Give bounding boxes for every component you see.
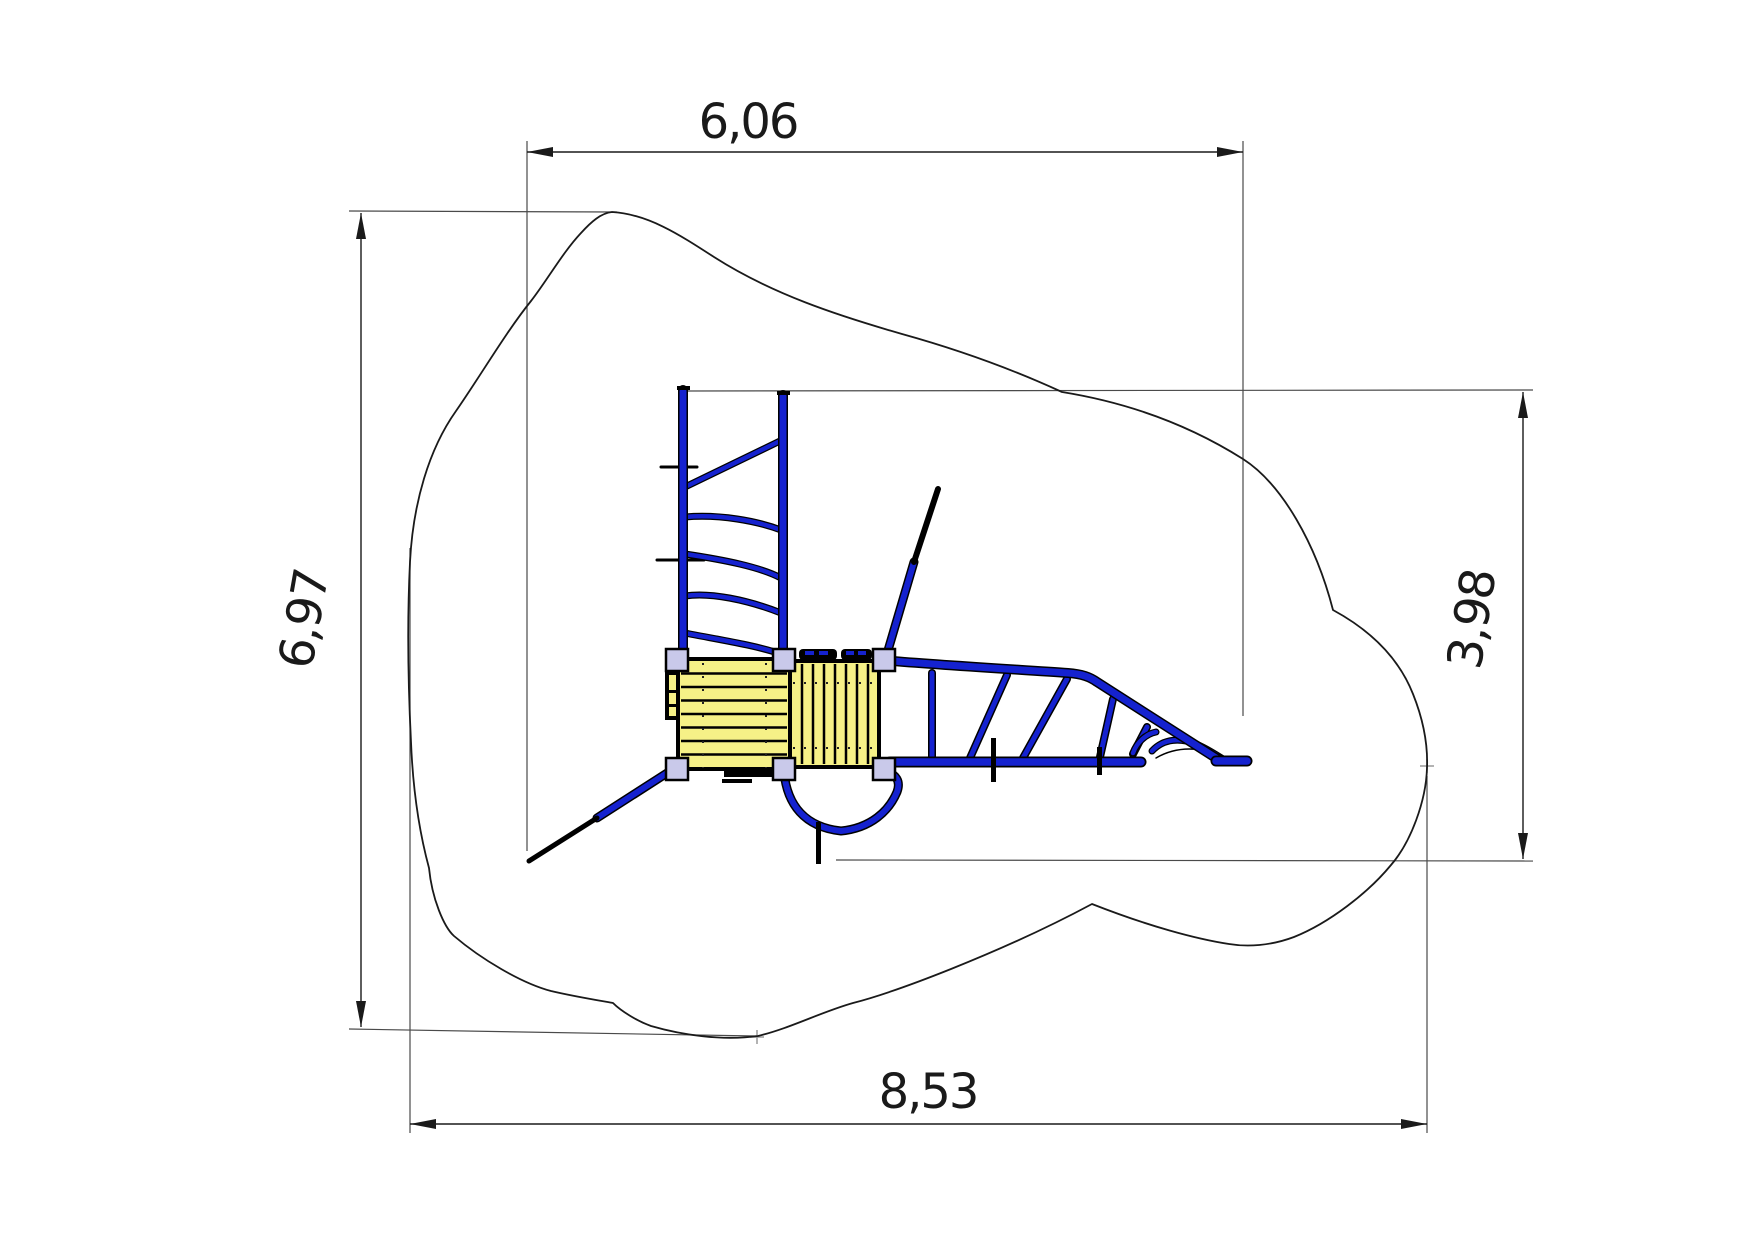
arrowhead-left-bottom	[356, 1001, 366, 1027]
dimension-bottom-label: 8,53	[879, 1064, 978, 1120]
runout-hook-1	[1130, 729, 1159, 756]
hoop-tick	[816, 822, 821, 864]
entry-hoop-tube	[781, 769, 902, 835]
entry-hoop	[779, 767, 903, 864]
climbing-net	[655, 385, 790, 665]
extension-line-right-bottom	[835, 859, 1534, 862]
slide-top-rail	[888, 657, 1223, 764]
pole-lower-blue	[594, 763, 681, 821]
arrowhead-top-left	[527, 147, 553, 157]
support-pole-lower	[526, 761, 683, 864]
rail-tick-1	[991, 738, 996, 782]
pole-upper-blue	[881, 559, 917, 667]
dimension-left: 6,97	[268, 213, 366, 1027]
net-rungs	[682, 438, 784, 657]
extension-lines	[348, 141, 1534, 1133]
platform-side-step	[665, 671, 680, 720]
post-cap-right	[777, 391, 790, 395]
rail-tick-2	[1097, 747, 1102, 775]
dimension-left-label: 6,97	[268, 566, 340, 673]
extension-line-right-top	[685, 389, 1534, 392]
deck-clamps	[799, 649, 872, 660]
corner-connectors	[664, 647, 897, 782]
dimension-top-label: 6,06	[699, 94, 798, 150]
platform-edge-bar	[724, 770, 772, 777]
dimension-bottom: 8,53	[410, 1064, 1427, 1129]
dimension-top: 6,06	[527, 94, 1243, 157]
arrowhead-right-bottom	[1518, 833, 1528, 859]
arrowhead-bottom-left	[410, 1119, 436, 1129]
runout-outline	[1155, 748, 1229, 759]
tangent-markers	[750, 759, 1434, 1044]
pole-upper-black	[911, 486, 941, 565]
support-pole-upper	[879, 486, 941, 669]
pole-lower-black	[526, 815, 600, 864]
slide-braces	[929, 670, 1150, 761]
platform-right	[788, 649, 881, 769]
slide-assembly	[884, 656, 1253, 782]
playground-structure	[526, 385, 1253, 864]
arrowhead-top-right	[1217, 147, 1243, 157]
post-cap-left	[677, 386, 690, 390]
arrowhead-right-top	[1518, 392, 1528, 418]
dimension-right-label: 3,98	[1437, 566, 1508, 672]
safety-zone-outline	[407, 211, 1429, 1039]
arrowhead-bottom-right	[1401, 1119, 1427, 1129]
extension-line-left-top	[348, 210, 618, 213]
platform-left	[665, 657, 792, 783]
arrowhead-left-top	[356, 213, 366, 239]
dimension-right: 3,98	[1437, 392, 1528, 859]
